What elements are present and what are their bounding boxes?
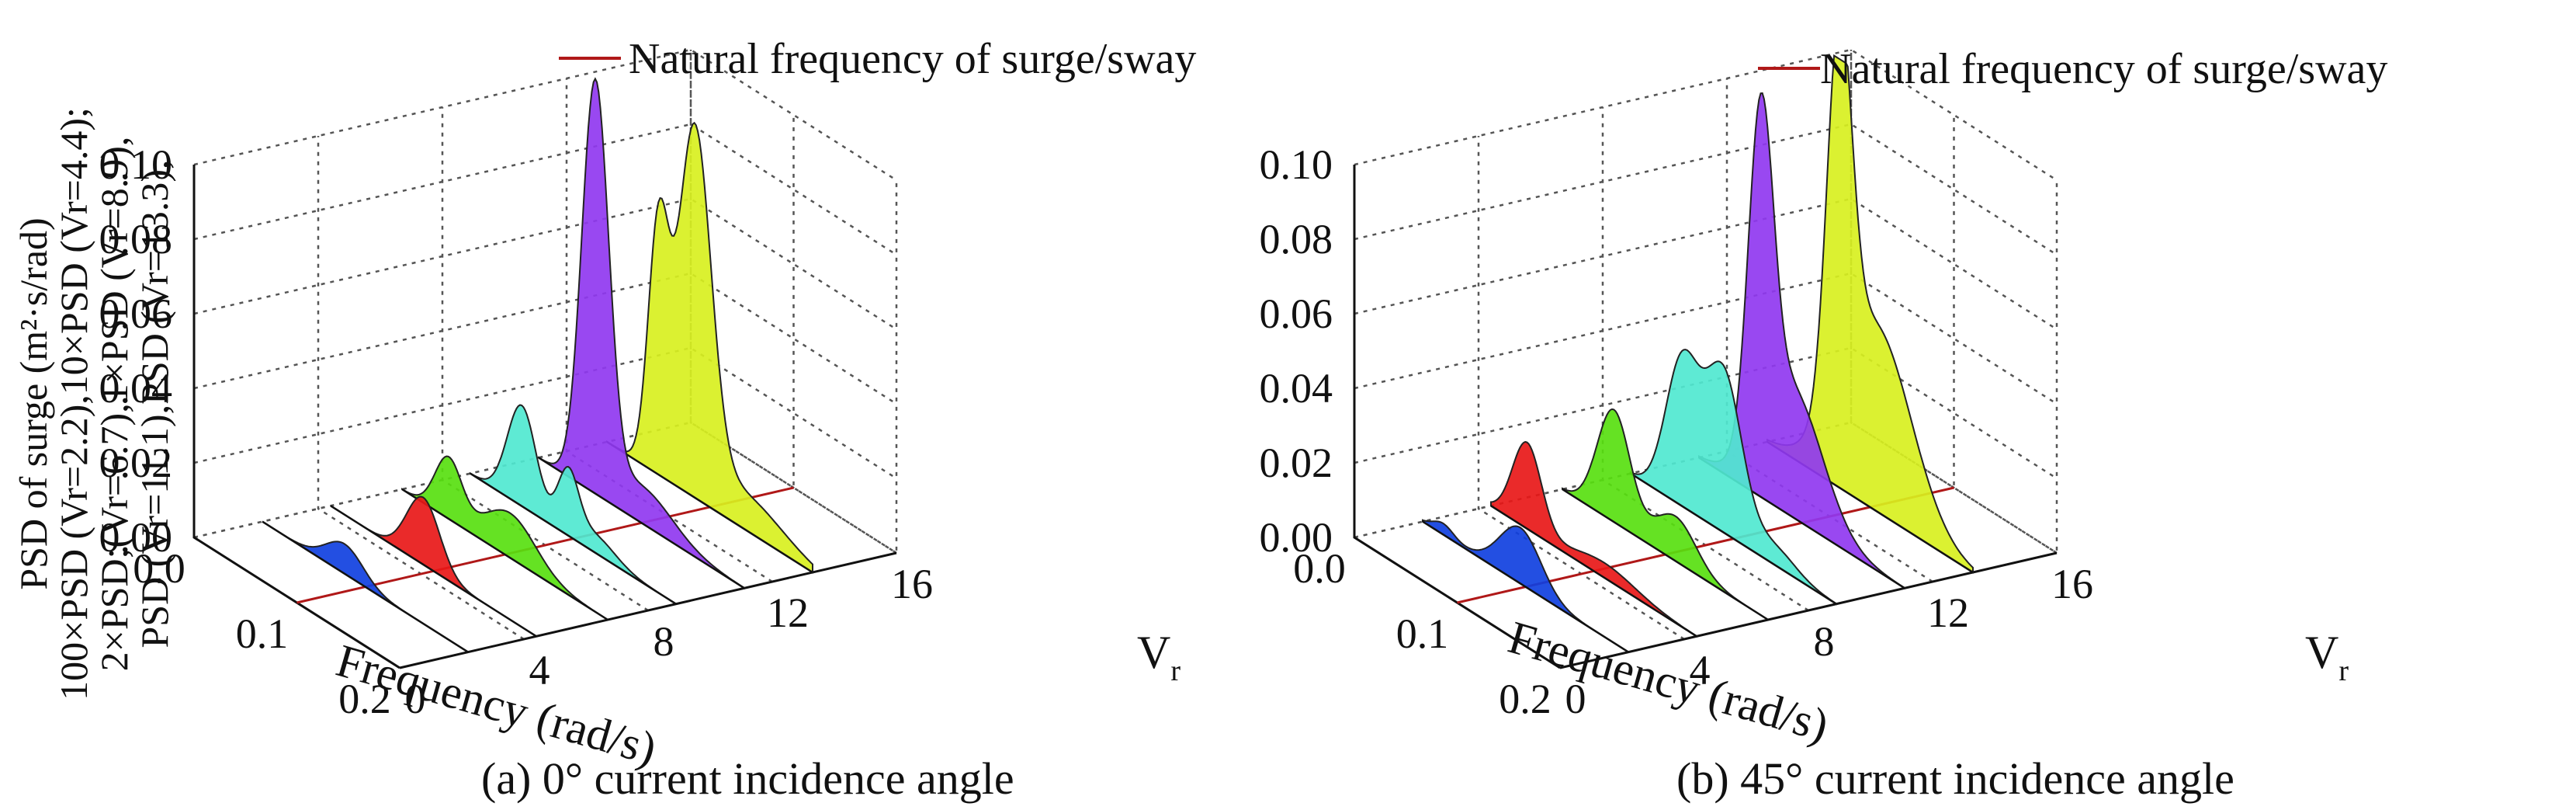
vr-tick-label: 16 [2051, 561, 2093, 607]
psd-tick-label: 0.02 [99, 440, 173, 486]
psd-tick-label: 0.00 [99, 514, 173, 561]
series-baseline [1490, 505, 1697, 638]
vr-tick-label: 4 [1690, 647, 1711, 694]
psd-tick-label: 0.10 [99, 141, 173, 188]
y-axis-label-line-3: 2×PSD;(Vr=6.7),1×PSD (Vr=8.9), [92, 137, 136, 672]
grid-line-z [1354, 123, 2058, 256]
psd-tick-label: 0.08 [99, 216, 173, 262]
series-baseline [606, 440, 813, 574]
vr-tick-label: 12 [1927, 589, 1969, 636]
chart-panel-a: 0.00 0.02 0.04 0.06 0.08 0.10 0 4 8 12 16 0.0 0.1 0.2… [99, 35, 1197, 804]
freq-tick-label: 0.1 [1396, 610, 1449, 657]
series-baseline [1422, 520, 1629, 653]
vr-axis-title-b: Vr [2305, 627, 2349, 687]
psd-tick-label: 0.10 [1260, 141, 1333, 188]
psd-series-vr-11-1 [538, 77, 745, 590]
freq-tick-label: 0.2 [1499, 676, 1551, 722]
vr-tick-label: 0 [1565, 676, 1586, 722]
vr-tick-label: 12 [767, 589, 809, 636]
axis-edge-left [192, 165, 400, 669]
vr-axis-title-a: Vr [1137, 627, 1181, 687]
grid-line-vr [1353, 165, 1561, 669]
series-baseline [401, 488, 608, 621]
psd-tick-label: 0.06 [99, 290, 173, 337]
freq-tick-label: 0.2 [338, 676, 391, 722]
freq-tick-label: 0.0 [1293, 545, 1346, 592]
freq-tick-label: 0.0 [133, 545, 185, 592]
legend-a: Natural frequency of surge/sway [559, 35, 1196, 83]
y-axis-label-line-4: PSD (Vr=11.1),PSD (Vr=13.3), [133, 159, 176, 648]
y-axis-label-line-2: 100×PSD (Vr=2.2),10×PSD (Vr=4.4); [52, 107, 95, 700]
vr-tick-label: 4 [529, 647, 550, 694]
grid-line-vr [1477, 136, 1685, 641]
series-baseline [470, 472, 677, 605]
grid-line-vr [317, 136, 525, 641]
vr-tick-label: 8 [1814, 618, 1835, 665]
grid-line-z [193, 197, 897, 331]
series-baseline [262, 520, 469, 653]
series-baseline [1630, 472, 1837, 605]
freq-tick-label: 0.1 [236, 610, 289, 657]
axis-edge-front [399, 551, 897, 669]
grid-line-z [1354, 48, 2058, 182]
psd-series-vr-6-7 [401, 455, 608, 621]
axis-edge-left [1353, 165, 1561, 669]
vr-tick-label: 16 [891, 561, 933, 607]
psd-tick-label: 0.02 [1260, 440, 1333, 486]
legend-label-b: Natural frequency of surge/sway [1820, 45, 2387, 93]
legend-b: Natural frequency of surge/sway [1758, 45, 2387, 93]
chart-panel-b: 0.00 0.02 0.04 0.06 0.08 0.10 0 4 8 12 16 0.0 0.1 0.2… [1260, 45, 2388, 804]
psd-series-vr-4-4 [1490, 440, 1697, 638]
psd-tick-label: 0.00 [1260, 514, 1333, 561]
psd-series-vr-13-3 [606, 121, 813, 574]
y-axis-label-line-1: PSD of surge (m²·s/rad) [12, 217, 55, 589]
psd-tick-label: 0.08 [1260, 216, 1333, 262]
grid-line-z [1354, 272, 2058, 405]
psd-tick-label: 0.06 [1260, 290, 1333, 337]
grid-line-z [193, 123, 897, 256]
caption-b: (b) 45° current incidence angle [1676, 753, 2234, 804]
grid-line-z [1354, 346, 2058, 480]
grid-line-z [193, 272, 897, 405]
series-baseline [1562, 488, 1769, 621]
grid-line-z [1354, 197, 2058, 331]
psd-tick-label: 0.04 [99, 365, 173, 412]
vr-tick-label: 0 [405, 676, 426, 722]
grid-line-vr [192, 165, 400, 669]
vr-tick-label: 8 [654, 618, 674, 665]
caption-a: (a) 0° current incidence angle [481, 753, 1014, 804]
grid-line-z [193, 48, 897, 182]
series-baseline [330, 505, 537, 638]
x-axis-title-b: Frequency (rad/s) [1503, 611, 1834, 752]
legend-label-a: Natural frequency of surge/sway [629, 35, 1196, 83]
psd-tick-label: 0.04 [1260, 365, 1333, 412]
grid-line-z [193, 346, 897, 480]
y-axis-label: PSD of surge (m²·s/rad) 100×PSD (Vr=2.2)… [12, 107, 176, 700]
axis-edge-front [1559, 551, 2058, 669]
psd-series-vr-8-9 [1630, 349, 1837, 606]
